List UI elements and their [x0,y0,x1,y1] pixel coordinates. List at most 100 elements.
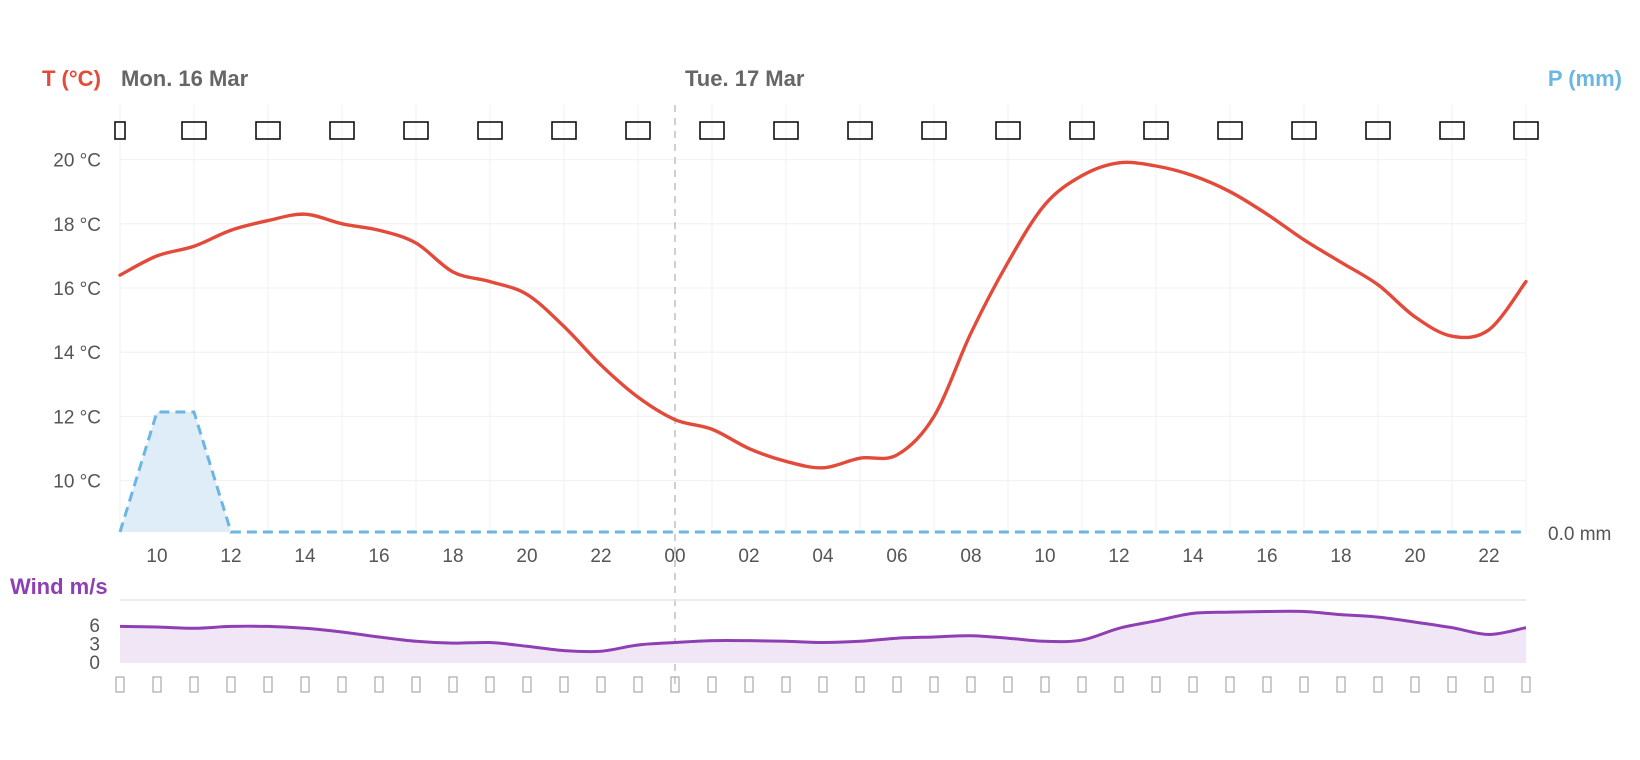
temperature-tick-label: 10 °C [53,472,101,493]
weather-symbol-icon [1513,121,1539,140]
wind-direction-icon [300,676,310,693]
temperature-tick-label: 12 °C [53,407,101,428]
wind-tick-label: 3 [89,634,100,655]
precipitation-line [118,410,1526,534]
weather-symbol-icon [329,121,355,140]
wind-direction-icon [411,676,421,693]
wind-direction-icon [929,676,939,693]
wind-direction-icon [1114,676,1124,693]
precipitation-end-label: 0.0 mm [1548,524,1611,545]
time-tick-label: 18 [1330,546,1351,567]
wind-tick-label: 6 [89,616,100,637]
time-tick-label: 12 [1108,546,1129,567]
wind-direction-icon [707,676,717,693]
weather-symbol-icon [1365,121,1391,140]
wind-direction-icon [855,676,865,693]
wind-direction-icon [374,676,384,693]
time-tick-label: 04 [812,546,834,567]
wind-direction-icon [1521,676,1531,693]
time-tick-label: 06 [886,546,907,567]
wind-direction-row [115,676,1531,693]
wind-direction-icon [1225,676,1235,693]
wind-direction-icon [633,676,643,693]
weather-symbol-icon [699,121,725,140]
temperature-tick-label: 16 °C [53,279,101,300]
weather-symbol-icon [1143,121,1169,140]
wind-line [119,609,1527,654]
time-tick-label: 22 [1478,546,1499,567]
weather-symbol-icon [773,121,799,140]
time-x-ticks: 10 12 14 16 18 20 22 00 02 04 06 08 10 12 14 16 18 20 22 [146,546,1499,567]
weather-symbol-icon [403,121,429,140]
wind-direction-icon [1373,676,1383,693]
weather-symbol-icon [625,121,651,140]
wind-direction-icon [152,676,162,693]
wind-direction-icon [1003,676,1013,693]
weather-symbol-icon [921,121,947,140]
time-tick-label: 16 [368,546,389,567]
precipitation-area [120,412,231,532]
wind-direction-icon [1077,676,1087,693]
time-tick-label: 22 [590,546,611,567]
wind-direction-icon [263,676,273,693]
weather-symbol-icon [1217,121,1243,140]
weather-symbol-icon [551,121,577,140]
time-tick-label: 10 [1034,546,1055,567]
temperature-tick-label: 18 °C [53,215,101,236]
wind-direction-icon [1151,676,1161,693]
time-tick-label: 02 [738,546,759,567]
wind-direction-icon [596,676,606,693]
time-tick-label: 18 [442,546,463,567]
temperature-tick-label: 14 °C [53,343,101,364]
day-label-mon: Mon. 16 Mar [121,66,249,91]
wind-direction-icon [1188,676,1198,693]
weather-symbol-icon [477,121,503,140]
time-tick-label: 08 [960,546,981,567]
temperature-axis-label: T (°C) [42,66,101,91]
wind-direction-icon [1262,676,1272,693]
wind-direction-icon [1040,676,1050,693]
weather-symbol-icon [1069,121,1095,140]
wind-direction-icon [115,676,125,693]
wind-direction-icon [1484,676,1494,693]
time-tick-label: 14 [1182,546,1204,567]
weather-symbol-icon [1291,121,1317,140]
weather-symbol-icon [114,121,126,140]
time-tick-label: 12 [220,546,241,567]
precipitation-axis-label: P (mm) [1548,66,1622,91]
temperature-y-ticks: 10 °C 12 °C 14 °C 16 °C 18 °C 20 °C [53,151,101,493]
weather-symbol-icon [181,121,207,140]
time-tick-label: 00 [664,546,685,567]
wind-direction-icon [448,676,458,693]
temperature-line [118,160,1528,470]
wind-direction-icon [818,676,828,693]
wind-direction-icon [1336,676,1346,693]
wind-direction-icon [670,676,680,693]
day-label-tue: Tue. 17 Mar [685,66,805,91]
wind-direction-icon [1299,676,1309,693]
wind-direction-icon [485,676,495,693]
wind-y-ticks: 036 [89,616,100,674]
wind-direction-icon [892,676,902,693]
wind-direction-icon [226,676,236,693]
wind-area [120,611,1526,663]
time-tick-label: 20 [1404,546,1425,567]
weather-symbol-icon [1439,121,1465,140]
weather-symbol-icon [995,121,1021,140]
wind-direction-icon [781,676,791,693]
weather-symbol-row [114,121,1539,140]
time-tick-label: 16 [1256,546,1277,567]
grid-lines [119,105,1527,532]
wind-direction-icon [337,676,347,693]
time-tick-label: 10 [146,546,167,567]
weather-symbol-icon [847,121,873,140]
wind-direction-icon [559,676,569,693]
wind-direction-icon [522,676,532,693]
wind-tick-label: 0 [89,653,100,674]
time-tick-label: 14 [294,546,316,567]
time-tick-label: 20 [516,546,537,567]
weather-symbol-icon [255,121,281,140]
wind-direction-icon [744,676,754,693]
wind-direction-icon [1410,676,1420,693]
